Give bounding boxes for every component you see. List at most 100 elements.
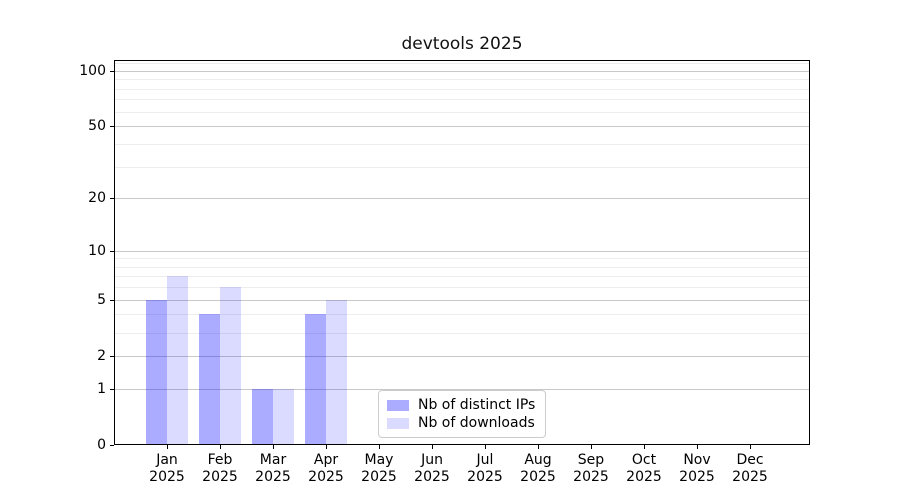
bar-downloads (326, 300, 347, 445)
bar-downloads (167, 276, 188, 445)
y-tick-label: 50 (88, 118, 106, 134)
x-tick-year: 2025 (467, 469, 503, 485)
x-tick-month: Jan (156, 452, 178, 468)
x-tick-year: 2025 (361, 469, 397, 485)
gridline-minor (114, 99, 810, 100)
x-axis-tick (326, 445, 327, 449)
bar-distinct-ips (252, 389, 273, 445)
legend: Nb of distinct IPs Nb of downloads (378, 390, 546, 438)
x-tick-month: Dec (736, 452, 764, 468)
x-tick-year: 2025 (308, 469, 344, 485)
y-axis-tick (110, 198, 114, 199)
y-tick-label: 10 (88, 243, 106, 259)
x-axis-tick (538, 445, 539, 449)
distinct-ips-swatch-icon (387, 399, 409, 411)
x-tick-month: Jun (421, 452, 443, 468)
gridline-major (114, 300, 810, 301)
x-tick-label: Feb 2025 (188, 452, 252, 486)
y-axis-tick (110, 300, 114, 301)
gridline-major (114, 356, 810, 357)
y-tick-label: 20 (88, 190, 106, 206)
y-axis-tick (110, 251, 114, 252)
x-axis-tick (697, 445, 698, 449)
x-axis-tick (379, 445, 380, 449)
y-tick-label: 5 (97, 292, 106, 308)
x-axis-tick (432, 445, 433, 449)
x-tick-year: 2025 (255, 469, 291, 485)
x-axis-tick (591, 445, 592, 449)
y-axis-tick (110, 389, 114, 390)
y-axis-tick (110, 356, 114, 357)
x-tick-month: Feb (207, 452, 233, 468)
gridline-major (114, 126, 810, 127)
legend-item-distinct-ips: Nb of distinct IPs (387, 397, 537, 413)
x-tick-month: Nov (683, 452, 711, 468)
gridline-minor (114, 314, 810, 315)
gridline-minor (114, 63, 810, 64)
gridline-minor (114, 258, 810, 259)
y-tick-label: 100 (79, 63, 106, 79)
x-tick-year: 2025 (202, 469, 238, 485)
x-axis-tick (750, 445, 751, 449)
gridline-minor (114, 167, 810, 168)
gridline-minor (114, 267, 810, 268)
gridline-minor (114, 112, 810, 113)
gridline-major (114, 71, 810, 72)
x-tick-month: Jul (476, 452, 494, 468)
x-tick-label: Sep 2025 (559, 452, 623, 486)
x-tick-label: Oct 2025 (612, 452, 676, 486)
x-tick-label: Jun 2025 (400, 452, 464, 486)
bar-distinct-ips (146, 300, 167, 445)
chart-title: devtools 2025 (401, 34, 523, 54)
x-tick-month: Mar (259, 452, 287, 468)
legend-item-downloads: Nb of downloads (387, 415, 537, 431)
x-tick-month: Apr (313, 452, 339, 468)
gridline-minor (114, 276, 810, 277)
x-axis-tick (220, 445, 221, 449)
x-tick-label: Nov 2025 (665, 452, 729, 486)
gridline-minor (114, 89, 810, 90)
gridline-minor (114, 333, 810, 334)
x-axis-tick (644, 445, 645, 449)
x-tick-label: May 2025 (347, 452, 411, 486)
x-axis-tick (485, 445, 486, 449)
bar-distinct-ips (199, 314, 220, 445)
gridline-minor (114, 287, 810, 288)
x-tick-year: 2025 (732, 469, 768, 485)
gridline-minor (114, 79, 810, 80)
y-tick-label: 0 (97, 437, 106, 453)
x-tick-year: 2025 (520, 469, 556, 485)
bar-downloads (273, 389, 294, 445)
y-axis-tick (110, 445, 114, 446)
y-axis-tick (110, 126, 114, 127)
x-tick-year: 2025 (573, 469, 609, 485)
x-tick-label: Jan 2025 (135, 452, 199, 486)
y-tick-label: 1 (97, 381, 106, 397)
gridline-major (114, 389, 810, 390)
x-tick-label: Dec 2025 (718, 452, 782, 486)
x-tick-month: Oct (631, 452, 657, 468)
legend-label: Nb of downloads (418, 415, 535, 431)
x-axis-tick (167, 445, 168, 449)
bar-distinct-ips (305, 314, 326, 445)
y-axis-tick (110, 71, 114, 72)
gridline-minor (114, 144, 810, 145)
x-tick-year: 2025 (626, 469, 662, 485)
bar-downloads (220, 287, 241, 445)
x-tick-year: 2025 (679, 469, 715, 485)
downloads-swatch-icon (387, 417, 409, 429)
x-tick-label: Apr 2025 (294, 452, 358, 486)
x-tick-month: May (364, 452, 394, 468)
gridline-major (114, 251, 810, 252)
x-tick-month: Sep (577, 452, 605, 468)
y-tick-label: 2 (97, 348, 106, 364)
x-tick-label: Mar 2025 (241, 452, 305, 486)
x-axis-tick (273, 445, 274, 449)
x-tick-year: 2025 (414, 469, 450, 485)
x-tick-label: Jul 2025 (453, 452, 517, 486)
gridline-major (114, 198, 810, 199)
x-tick-label: Aug 2025 (506, 452, 570, 486)
x-tick-year: 2025 (149, 469, 185, 485)
legend-label: Nb of distinct IPs (418, 397, 536, 413)
